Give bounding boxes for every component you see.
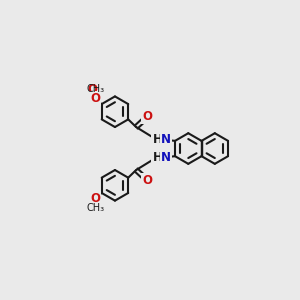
Text: H: H [152, 151, 162, 164]
Text: CH₃: CH₃ [86, 84, 104, 94]
Text: N: N [160, 151, 171, 164]
Text: O: O [142, 174, 152, 187]
Text: CH₃: CH₃ [86, 203, 104, 213]
Text: O: O [87, 83, 97, 96]
Text: O: O [88, 92, 98, 105]
Text: H: H [152, 133, 162, 146]
Text: O: O [90, 192, 100, 205]
Text: O: O [90, 92, 100, 105]
Text: N: N [160, 133, 171, 146]
Text: O: O [142, 110, 152, 123]
